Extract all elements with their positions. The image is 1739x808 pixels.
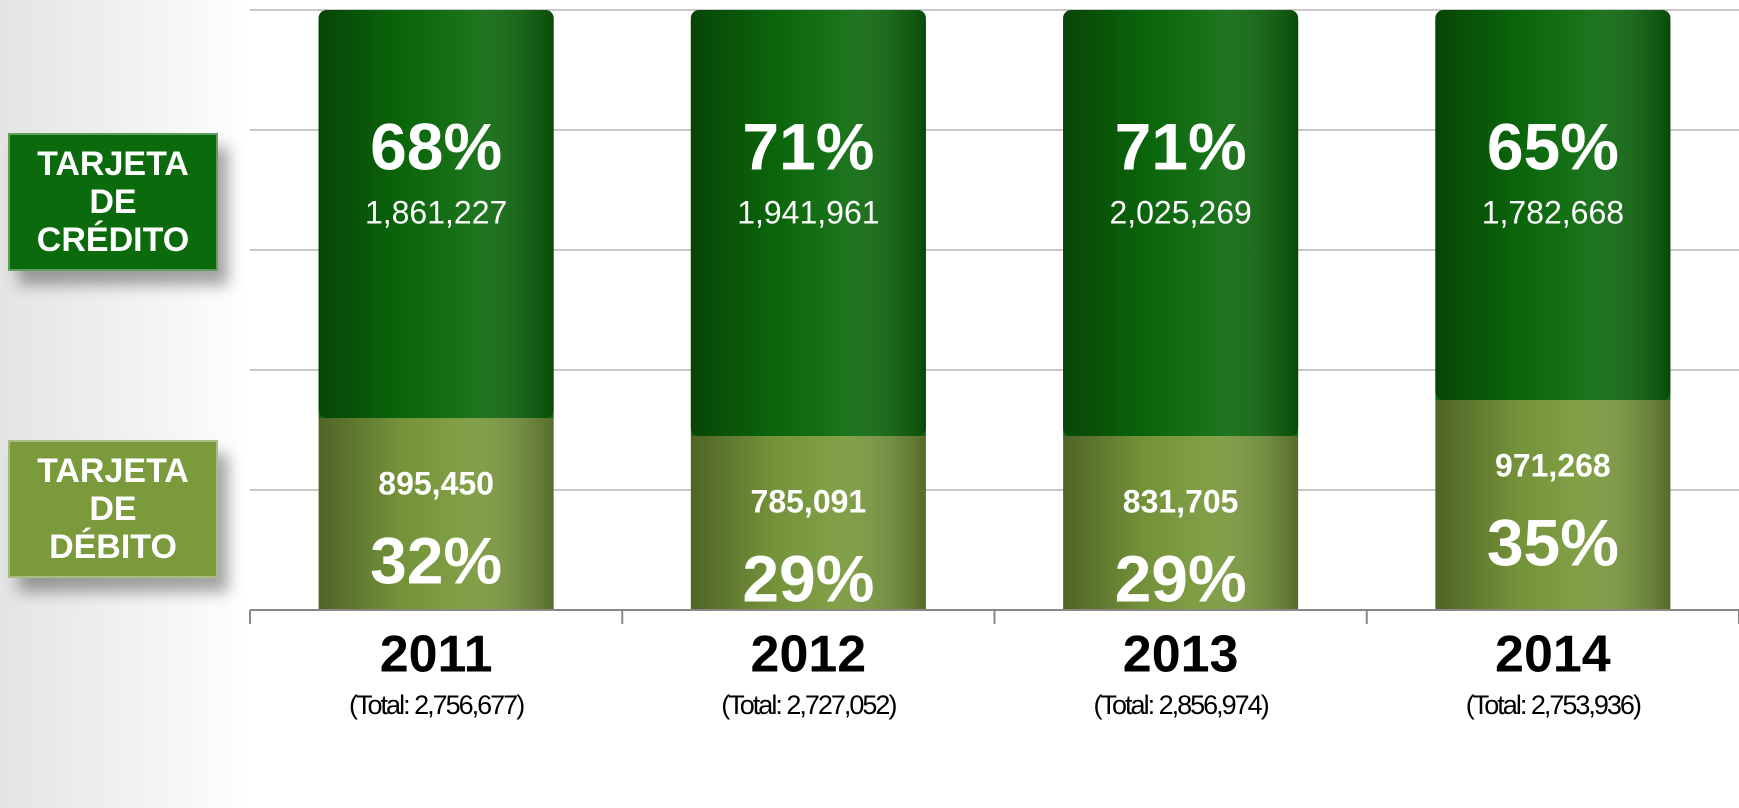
bar-shade — [1435, 400, 1671, 610]
bar-shade — [1063, 10, 1299, 436]
bar-shade — [318, 418, 554, 610]
count-label: 831,705 — [1123, 483, 1239, 519]
bar-shade — [690, 10, 926, 436]
total-label: (Total: 2,856,974) — [1094, 690, 1269, 720]
x-tick-label: 2013 — [1123, 626, 1239, 684]
percent-label: 65% — [1487, 109, 1619, 183]
x-tick-label: 2011 — [380, 626, 493, 684]
count-label: 971,268 — [1495, 447, 1611, 483]
bar-shade — [1435, 10, 1671, 400]
percent-label: 29% — [742, 541, 874, 615]
count-label: 785,091 — [751, 483, 867, 519]
legend-box: TARJETA DE CRÉDITO — [8, 133, 218, 271]
count-label: 1,941,961 — [737, 194, 879, 230]
count-label: 1,782,668 — [1482, 194, 1624, 230]
percent-label: 68% — [370, 109, 502, 183]
percent-label: 71% — [1115, 109, 1247, 183]
total-label: (Total: 2,727,052) — [721, 690, 896, 720]
percent-label: 32% — [370, 523, 502, 597]
count-label: 1,861,227 — [365, 194, 507, 230]
count-label: 895,450 — [378, 465, 494, 501]
legend-label: TARJETA DE CRÉDITO — [36, 145, 190, 259]
percent-label: 29% — [1115, 541, 1247, 615]
percent-label: 35% — [1487, 505, 1619, 579]
legend-label: TARJETA DE DÉBITO — [37, 452, 189, 566]
legend-box: TARJETA DE DÉBITO — [8, 440, 218, 578]
bar-shade — [1063, 436, 1299, 610]
count-label: 2,025,269 — [1109, 194, 1251, 230]
bar-shade — [318, 10, 554, 418]
x-tick-label: 2012 — [751, 626, 867, 684]
total-label: (Total: 2,756,677) — [349, 690, 524, 720]
x-tick-label: 2014 — [1495, 626, 1611, 684]
bar-shade — [690, 436, 926, 610]
percent-label: 71% — [742, 109, 874, 183]
total-label: (Total: 2,753,936) — [1466, 690, 1641, 720]
